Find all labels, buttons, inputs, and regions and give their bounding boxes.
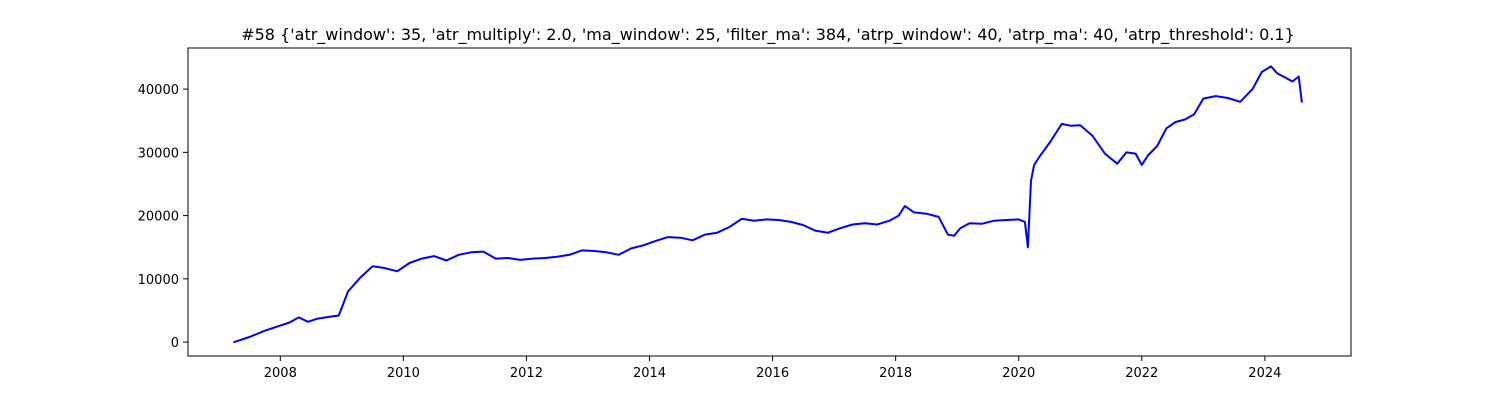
x-tick-label: 2014 [633, 366, 666, 381]
plot-area: 2008 2010 2012 2014 2016 2018 2020 2022 2024 0 10… [138, 47, 1352, 381]
axes-frame [187, 47, 1352, 357]
x-tick-label: 2024 [1248, 366, 1281, 381]
x-axis: 2008 2010 2012 2014 2016 2018 2020 2022 2024 [264, 356, 1281, 381]
y-tick-label: 10000 [138, 273, 179, 288]
y-tick-label: 0 [171, 336, 179, 351]
x-tick-label: 2008 [264, 366, 297, 381]
x-tick-label: 2018 [879, 366, 912, 381]
equity-series-line [233, 65, 1303, 344]
x-tick-label: 2012 [510, 366, 543, 381]
x-tick-label: 2020 [1002, 366, 1035, 381]
x-tick-label: 2016 [756, 366, 789, 381]
y-tick-label: 20000 [138, 210, 179, 225]
y-tick-label: 40000 [138, 83, 179, 98]
y-axis: 0 10000 20000 30000 40000 [138, 83, 188, 351]
chart-title: #58 {'atr_window': 35, 'atr_multiply': 2… [241, 25, 1295, 45]
x-tick-label: 2010 [387, 366, 420, 381]
y-tick-label: 30000 [138, 146, 179, 161]
x-tick-label: 2022 [1125, 366, 1158, 381]
